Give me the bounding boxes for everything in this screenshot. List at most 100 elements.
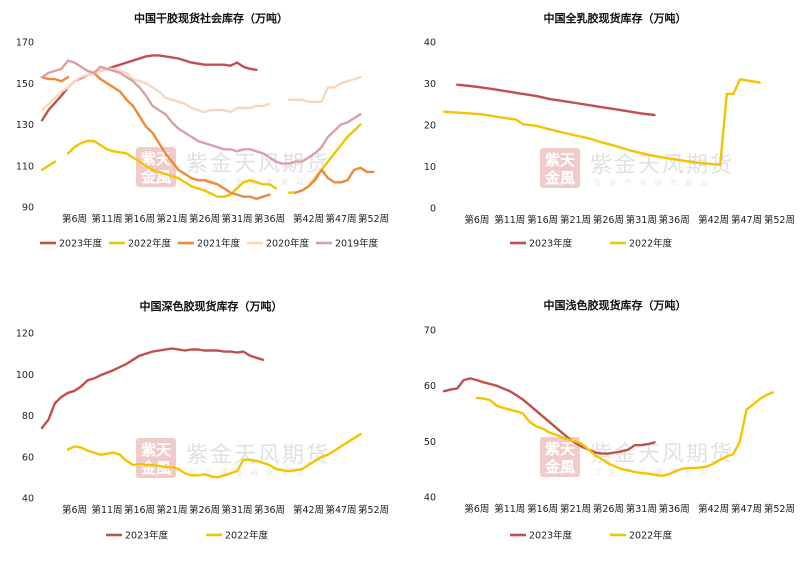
series-line-y2020 [40,67,362,114]
x-tick-label: 第42周 [293,504,324,516]
chart-whole-latex: 中国全乳胶现货库存（万吨） 紫天 金風 紫金天风期货立 足 产 业 研 究 驱 动 0 1… [401,0,801,280]
y-tick-label: 40 [22,494,34,505]
x-tick-label: 第16周 [124,213,155,225]
watermark-name: 紫金天风期货 [186,443,330,468]
x-tick-label: 第26周 [593,214,624,226]
series-line-y2022 [442,78,761,166]
watermark-name: 紫金天风期货 [590,442,734,467]
x-tick-label: 第31周 [626,214,657,226]
chart-light-rubber: 中国浅色胶现货库存（万吨） 紫天 金風 紫金天风期货立 足 产 业 研 究 驱 动 40… [401,281,801,561]
legend-item: 2022年度 [206,530,269,542]
y-tick-label: 20 [424,121,436,132]
series-line-y2023 [442,377,656,455]
series-line-y2021 [40,69,375,200]
x-tick-label: 第26周 [189,213,220,225]
series-line-y2022 [475,391,774,477]
legend-item: 2022年度 [610,530,673,542]
chart-dark-rubber: 中国深色胶现货库存（万吨） 紫天 金風 紫金天风期货立 足 产 业 研 究 驱 动 40… [0,281,400,561]
watermark-slogan: 立 足 产 业 研 究 驱 动 [594,467,711,476]
legend-label: 2022年度 [629,238,673,250]
x-tick-label: 第6周 [464,503,489,515]
legend-item: 2019年度 [316,238,379,250]
x-tick-label: 第42周 [698,503,729,515]
x-tick-label: 第16周 [527,503,558,515]
y-tick-label: 90 [22,203,34,214]
legend-item: 2023年度 [40,238,103,250]
series-line-y2022 [66,432,362,479]
x-tick-label: 第36周 [254,213,285,225]
series-line-y2019 [40,59,362,165]
legend-label: 2023年度 [529,530,573,542]
y-tick-label: 40 [424,493,436,504]
x-tick-label: 第31周 [221,504,252,516]
chart-title: 中国浅色胶现货库存（万吨） [544,298,687,312]
x-tick-label: 第21周 [560,503,591,515]
y-tick-label: 80 [22,411,34,422]
legend-item: 2022年度 [109,238,172,250]
watermark-slogan: 立 足 产 业 研 究 驱 动 [190,468,307,477]
legend-item: 2023年度 [106,530,169,542]
watermark-seal-icon [540,148,580,188]
x-tick-label: 第31周 [221,213,252,225]
x-tick-label: 第31周 [626,503,657,515]
x-tick-label: 第11周 [494,503,525,515]
legend-label: 2023年度 [125,530,169,542]
x-tick-label: 第21周 [560,214,591,226]
x-tick-label: 第26周 [593,503,624,515]
legend-label: 2023年度 [59,238,103,250]
x-tick-label: 第47周 [731,214,762,226]
x-tick-label: 第47周 [325,213,356,225]
legend-label: 2021年度 [197,238,241,250]
x-tick-label: 第16周 [124,504,155,516]
x-tick-label: 第26周 [189,504,220,516]
watermark-seal-icon [540,437,580,477]
y-tick-label: 10 [424,162,436,173]
legend-label: 2022年度 [128,238,172,250]
legend-label: 2023年度 [529,238,573,250]
legend-item: 2020年度 [247,238,310,250]
chart-title: 中国干胶现货社会库存（万吨） [134,11,288,25]
x-tick-label: 第42周 [698,214,729,226]
legend-label: 2022年度 [629,530,673,542]
legend-label: 2020年度 [266,238,310,250]
chart-title: 中国全乳胶现货库存（万吨） [544,11,687,25]
x-tick-label: 第11周 [494,214,525,226]
watermark-seal-icon [136,147,176,187]
x-tick-label: 第6周 [464,214,489,226]
y-tick-label: 120 [16,329,34,340]
y-tick-label: 170 [16,38,34,49]
x-tick-label: 第36周 [659,503,690,515]
x-tick-label: 第52周 [358,504,389,516]
legend-item: 2023年度 [510,238,573,250]
watermark-seal-top: 紫天 [545,440,576,458]
watermark-seal-top: 紫天 [141,441,172,459]
x-tick-label: 第52周 [358,213,389,225]
x-tick-label: 第52周 [764,214,795,226]
x-tick-label: 第36周 [254,504,285,516]
legend-label: 2019年度 [335,238,379,250]
watermark-seal-top: 紫天 [141,150,172,168]
chart-title: 中国深色胶现货库存（万吨） [140,299,283,313]
watermark-name: 紫金天风期货 [186,152,330,177]
y-tick-label: 40 [424,38,436,49]
x-tick-label: 第16周 [527,214,558,226]
x-tick-label: 第21周 [156,213,187,225]
legend-item: 2022年度 [610,238,673,250]
watermark-seal-bottom: 金風 [544,458,575,476]
x-tick-label: 第6周 [62,213,87,225]
legend-item: 2021年度 [178,238,241,250]
watermark-seal-bottom: 金風 [544,169,575,187]
series-line-y2023 [40,347,265,430]
watermark-slogan: 立 足 产 业 研 究 驱 动 [594,178,711,187]
watermark-seal-bottom: 金風 [140,459,171,477]
y-tick-label: 150 [16,79,34,90]
y-tick-label: 110 [16,161,34,172]
y-tick-label: 130 [16,120,34,131]
x-tick-label: 第21周 [156,504,187,516]
